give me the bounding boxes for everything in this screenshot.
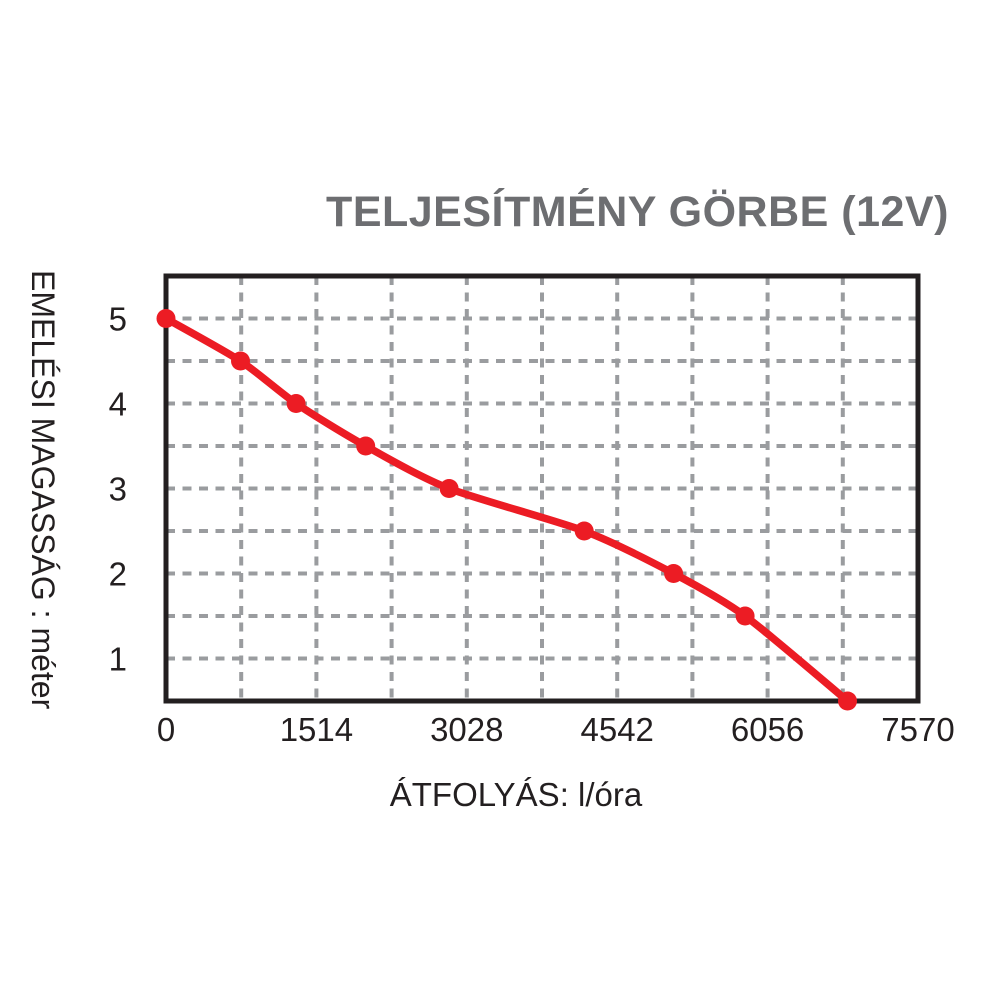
y-tick-label: 4 xyxy=(109,386,127,423)
y-tick-label: 1 xyxy=(109,641,127,678)
data-point xyxy=(735,606,755,626)
data-point xyxy=(231,351,250,371)
chart-title: TELJESÍTMÉNY GÖRBE (12V) xyxy=(326,188,949,236)
y-tick-label: 5 xyxy=(109,301,127,338)
x-tick-label: 1514 xyxy=(280,711,353,748)
x-axis-title: ÁTFOLYÁS: l/óra xyxy=(389,776,643,813)
data-point xyxy=(574,521,594,541)
x-tick-label: 3028 xyxy=(430,711,503,748)
x-tick-label: 7570 xyxy=(881,711,954,748)
plot-border xyxy=(163,273,921,704)
data-point xyxy=(664,564,684,583)
x-tick-label: 6056 xyxy=(731,711,804,748)
performance-curve xyxy=(162,314,852,705)
y-tick-label: 2 xyxy=(109,556,127,593)
data-point xyxy=(156,309,176,328)
data-point xyxy=(838,691,857,711)
data-point xyxy=(439,479,459,498)
x-tick-label: 0 xyxy=(157,711,175,748)
grid xyxy=(166,276,918,701)
y-tick-label: 3 xyxy=(109,471,127,508)
data-point xyxy=(286,394,306,413)
data-point xyxy=(356,436,376,456)
x-tick-label: 4542 xyxy=(580,711,653,748)
y-axis-title: EMELÉSI MAGASSÁG : méter xyxy=(25,270,61,710)
